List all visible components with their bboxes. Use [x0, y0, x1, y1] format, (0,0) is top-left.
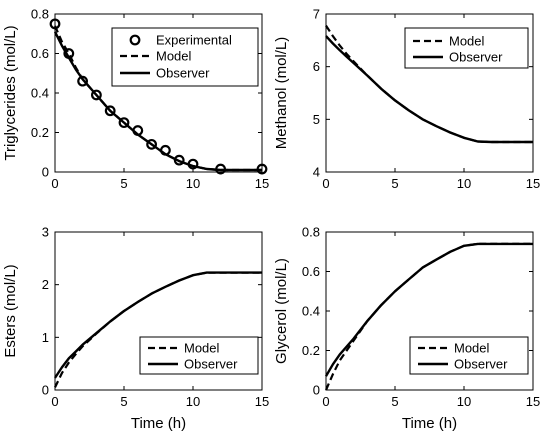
y-tick-label: 2: [42, 277, 49, 292]
series-line-observer: [53, 31, 262, 172]
legend-label-model: Model: [184, 341, 220, 356]
x-axis-label: Time (h): [131, 415, 186, 432]
x-tick-label: 15: [255, 394, 269, 409]
y-tick-label: 6: [313, 59, 320, 74]
legend-box: [409, 336, 529, 375]
y-tick-label: 0.2: [31, 125, 49, 140]
legend-label-observer: Observer: [156, 66, 210, 81]
x-tick-label: 0: [322, 394, 329, 409]
chart-panel-1: 0 5 10 15 0 0.2 0.4 0.6 0.8 Triglycerides (mol/L)…: [2, 7, 269, 192]
x-tick-label: 15: [526, 394, 540, 409]
legend-label-experimental: Experimental: [156, 33, 232, 48]
x-tick-label: 0: [51, 176, 58, 191]
series-line-observer: [324, 242, 533, 377]
chart-panel-3: 0 5 10 15 0 1 2 3 Esters (mol/L) Time (h) ModelObs…: [2, 225, 269, 433]
x-tick-label: 5: [120, 176, 127, 191]
x-tick-label: 0: [51, 394, 58, 409]
y-tick-label: 0: [42, 383, 49, 398]
data-point-experimental: [104, 105, 116, 117]
y-tick-label: 5: [313, 112, 320, 127]
data-point-experimental: [146, 138, 158, 150]
legend-label-observer: Observer: [454, 357, 508, 372]
y-tick-label: 7: [313, 7, 320, 22]
x-tick-label: 15: [255, 176, 269, 191]
y-tick-label: 0: [42, 165, 49, 180]
x-tick-label: 10: [186, 176, 200, 191]
y-tick-label: 0.8: [302, 225, 320, 240]
y-tick-label: 1: [42, 330, 49, 345]
x-tick-label: 0: [322, 176, 329, 191]
x-tick-label: 5: [391, 176, 398, 191]
y-axis-label: Glycerol (mol/L): [273, 258, 290, 364]
x-axis-label: Time (h): [402, 415, 457, 432]
y-tick-label: 0.8: [31, 7, 49, 22]
legend-label-model: Model: [454, 341, 490, 356]
y-tick-label: 0: [313, 383, 320, 398]
series-line-observer: [53, 271, 262, 379]
legend-box: [139, 336, 259, 375]
y-tick-label: 0.4: [302, 304, 320, 319]
y-axis-label: Methanol (mol/L): [273, 37, 290, 150]
legend-label-observer: Observer: [449, 50, 503, 65]
y-axis-label: Esters (mol/L): [2, 264, 19, 357]
x-tick-label: 5: [120, 394, 127, 409]
series-line-observer: [325, 35, 533, 144]
legend-marker-experimental: [129, 34, 141, 46]
x-tick-label: 5: [391, 394, 398, 409]
legend-box: [404, 27, 529, 69]
chart-panel-4: 0 5 10 15 0 0.2 0.4 0.6 0.8 Glycerol (mol/L) Time …: [273, 225, 540, 433]
data-point-experimental: [118, 117, 130, 129]
y-tick-label: 0.6: [302, 264, 320, 279]
x-tick-label: 10: [186, 394, 200, 409]
y-tick-label: 4: [313, 165, 320, 180]
y-axis-label: Triglycerides (mol/L): [2, 25, 19, 160]
legend-label-model: Model: [156, 49, 192, 64]
x-tick-label: 10: [457, 394, 471, 409]
y-tick-label: 0.6: [31, 46, 49, 61]
legend-label-model: Model: [449, 34, 485, 49]
x-tick-label: 15: [526, 176, 540, 191]
y-tick-label: 0.2: [302, 343, 320, 358]
data-point-experimental: [77, 75, 88, 87]
legend-label-observer: Observer: [184, 357, 238, 372]
x-tick-label: 10: [457, 176, 471, 191]
data-point-experimental: [90, 89, 102, 101]
y-tick-label: 3: [42, 225, 49, 240]
y-tick-label: 0.4: [31, 86, 49, 101]
